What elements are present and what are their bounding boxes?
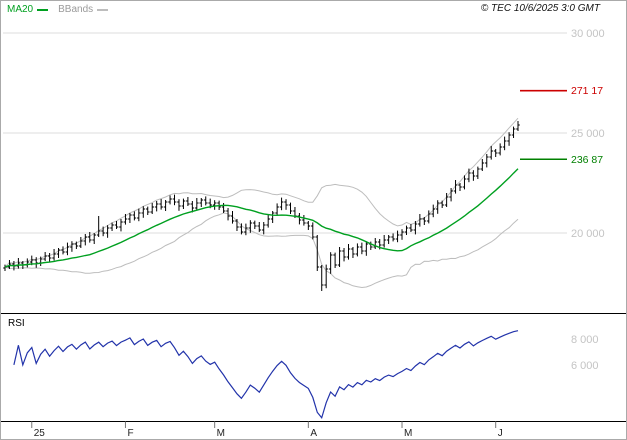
- x-axis-label: A: [310, 428, 317, 439]
- x-axis-label: 25: [34, 428, 46, 439]
- price-axis-label: 20 000: [571, 228, 605, 240]
- ma20-line: [4, 168, 519, 268]
- bollinger-lower-band: [4, 212, 519, 289]
- x-axis-label: M: [404, 428, 412, 439]
- x-axis-label: F: [127, 428, 133, 439]
- rsi-axis-label: 6 000: [571, 360, 599, 372]
- ma20-legend-label: MA20: [7, 4, 34, 15]
- bbands-legend-swatch: [97, 9, 109, 11]
- price-axis-label: 25 000: [571, 128, 605, 140]
- x-axis-label: M: [217, 428, 225, 439]
- support-level-label: 236 87: [571, 154, 603, 166]
- rsi-axis-label: 8 000: [571, 334, 599, 346]
- x-axis-label: J: [498, 428, 503, 439]
- price-axis-label: 30 000: [571, 28, 605, 40]
- bbands-legend-label: BBands: [58, 4, 94, 15]
- ma20-legend-swatch: [37, 9, 49, 11]
- bollinger-upper-band: [4, 117, 519, 268]
- copyright-text: © TEC 10/6/2025 3:0 GMT: [480, 3, 600, 14]
- rsi-panel-label: RSI: [8, 318, 25, 329]
- resistance-level-label: 271 17: [571, 85, 603, 97]
- legend: MA20 BBands: [7, 4, 109, 16]
- rsi-line: [13, 330, 519, 420]
